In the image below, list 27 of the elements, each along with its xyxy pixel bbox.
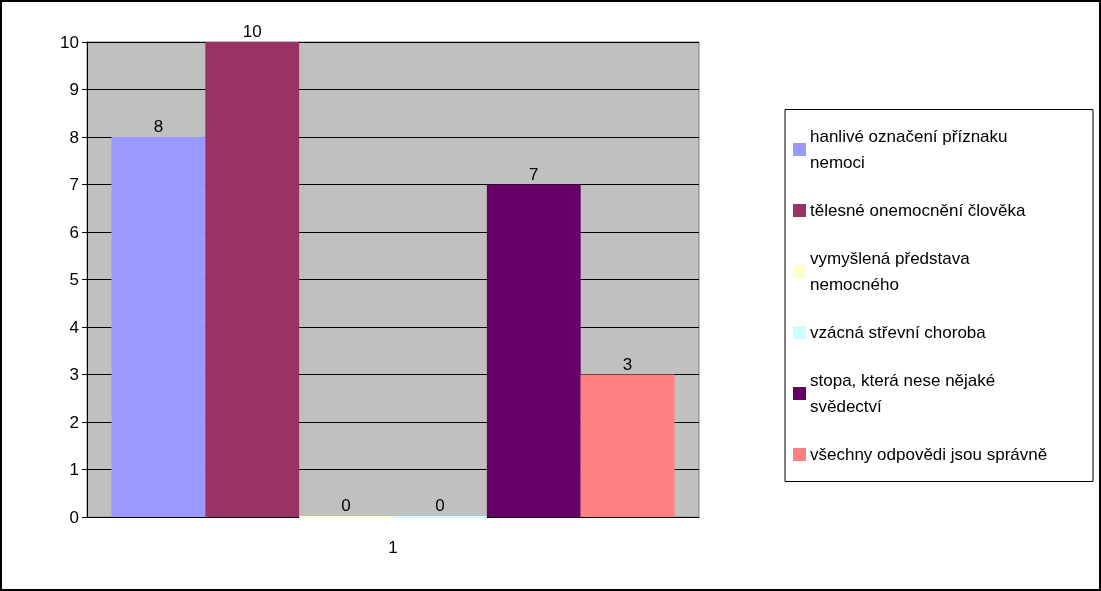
y-tick-label: 2 bbox=[69, 412, 79, 432]
data-label: 8 bbox=[153, 117, 164, 136]
legend-label: vzácná střevní choroba bbox=[810, 323, 987, 342]
bar bbox=[111, 137, 206, 517]
legend-label: tělesné onemocnění člověka bbox=[810, 201, 1027, 220]
legend-label: stopa, která nese nějaké svědectví bbox=[810, 371, 1000, 416]
y-tick-label: 3 bbox=[69, 365, 79, 384]
y-tick-label: 8 bbox=[69, 127, 79, 147]
legend-label: hanlivé označení příznaku nemoci bbox=[810, 127, 1013, 172]
bar bbox=[486, 184, 581, 517]
legend-label: všechny odpovědi jsou správně bbox=[810, 445, 1048, 464]
bar bbox=[205, 42, 300, 517]
data-label: 0 bbox=[341, 496, 351, 515]
y-tick-label: 6 bbox=[69, 222, 79, 242]
y-tick-label: 1 bbox=[69, 460, 79, 479]
bar bbox=[580, 374, 675, 517]
y-tick-label: 10 bbox=[60, 32, 79, 52]
y-tick-label: 0 bbox=[69, 507, 79, 527]
data-label: 10 bbox=[242, 22, 262, 41]
y-tick-label: 4 bbox=[69, 317, 79, 337]
y-tick-label: 7 bbox=[69, 175, 79, 194]
y-tick-label: 9 bbox=[69, 80, 79, 99]
data-label: 7 bbox=[529, 164, 539, 184]
data-label: 0 bbox=[435, 496, 445, 515]
legend-label: vymyšlená představa nemocného bbox=[810, 249, 975, 294]
data-label: 3 bbox=[622, 354, 633, 374]
y-tick-label: 5 bbox=[69, 270, 79, 289]
